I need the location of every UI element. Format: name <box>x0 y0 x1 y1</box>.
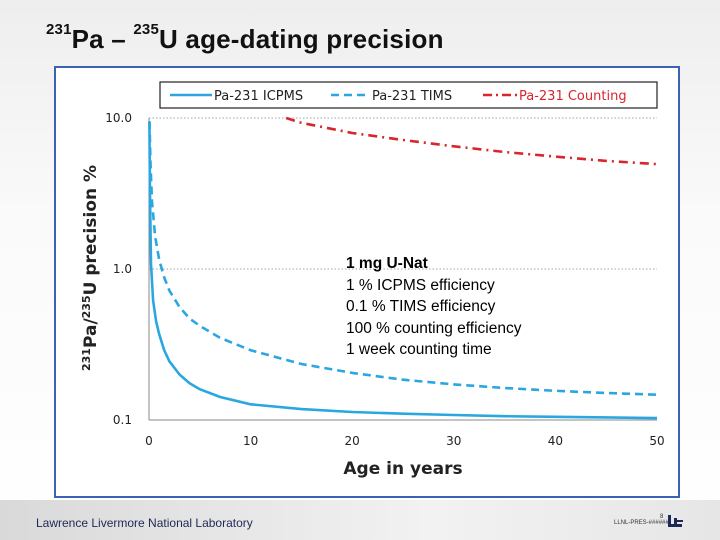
title-mass-231: 231 <box>46 21 72 38</box>
x-tick-label-20: 20 <box>345 434 360 448</box>
legend-counting-label: Pa-231 Counting <box>519 89 627 104</box>
plot-background <box>56 68 678 496</box>
x-axis-title: Age in years <box>343 459 462 479</box>
title-rest: age-dating precision <box>177 24 444 54</box>
y-axis-title-el2: U precision % <box>81 165 101 295</box>
series-line-counting <box>285 116 658 166</box>
y-tick-label-1: 1.0 <box>113 262 132 276</box>
x-tick-label-30: 30 <box>446 434 461 448</box>
y-axis-title: 231Pa/235U precision % <box>80 165 102 371</box>
footer-bar <box>0 500 720 540</box>
y-tick-label-0-1: 0.1 <box>113 413 132 427</box>
llnl-logo-icon <box>668 515 683 527</box>
page-title: 231Pa – 235U age-dating precision <box>46 21 444 55</box>
annotation-line-icpms: 1 % ICPMS efficiency <box>346 276 495 294</box>
series-line-icpms <box>148 121 658 420</box>
x-tick-label-0: 0 <box>145 434 153 448</box>
y-axis-title-el1: Pa/ <box>81 318 101 348</box>
annotation-box: 1 mg U-Nat 1 % ICPMS efficiency 0.1 % TI… <box>346 253 522 361</box>
annotation-line-tims: 0.1 % TIMS efficiency <box>346 298 496 315</box>
title-separator: – <box>103 24 134 54</box>
annotation-line-time: 1 week counting time <box>346 341 492 358</box>
footer-institution: Lawrence Livermore National Laboratory <box>36 516 253 530</box>
footer-doc-id: LLNL-PRES-###### <box>614 520 669 526</box>
legend-box <box>159 81 658 109</box>
x-tick-label-40: 40 <box>548 434 563 448</box>
chart-frame: Pa-231 ICPMS Pa-231 TIMS Pa-231 Counting… <box>54 66 680 498</box>
title-element-u: U <box>159 24 178 54</box>
page-number: 8 <box>660 514 664 520</box>
title-mass-235: 235 <box>133 21 159 38</box>
y-axis-title-mass1: 231 <box>80 348 93 371</box>
legend-tims-label: Pa-231 TIMS <box>372 89 452 104</box>
legend-icpms-label: Pa-231 ICPMS <box>214 89 303 104</box>
y-axis-title-mass2: 235 <box>80 295 93 318</box>
precision-chart: Pa-231 ICPMS Pa-231 TIMS Pa-231 Counting… <box>56 68 678 496</box>
series-layer <box>148 116 658 420</box>
legend: Pa-231 ICPMS Pa-231 TIMS Pa-231 Counting <box>159 81 658 109</box>
x-tick-label-10: 10 <box>243 434 258 448</box>
annotation-line-sample: 1 mg U-Nat <box>346 255 428 272</box>
title-element-pa: Pa <box>71 24 104 54</box>
x-tick-label-50: 50 <box>649 434 664 448</box>
series-line-tims <box>148 121 658 396</box>
y-tick-label-10: 10.0 <box>105 111 132 125</box>
annotation-line-counting: 100 % counting efficiency <box>346 319 522 337</box>
